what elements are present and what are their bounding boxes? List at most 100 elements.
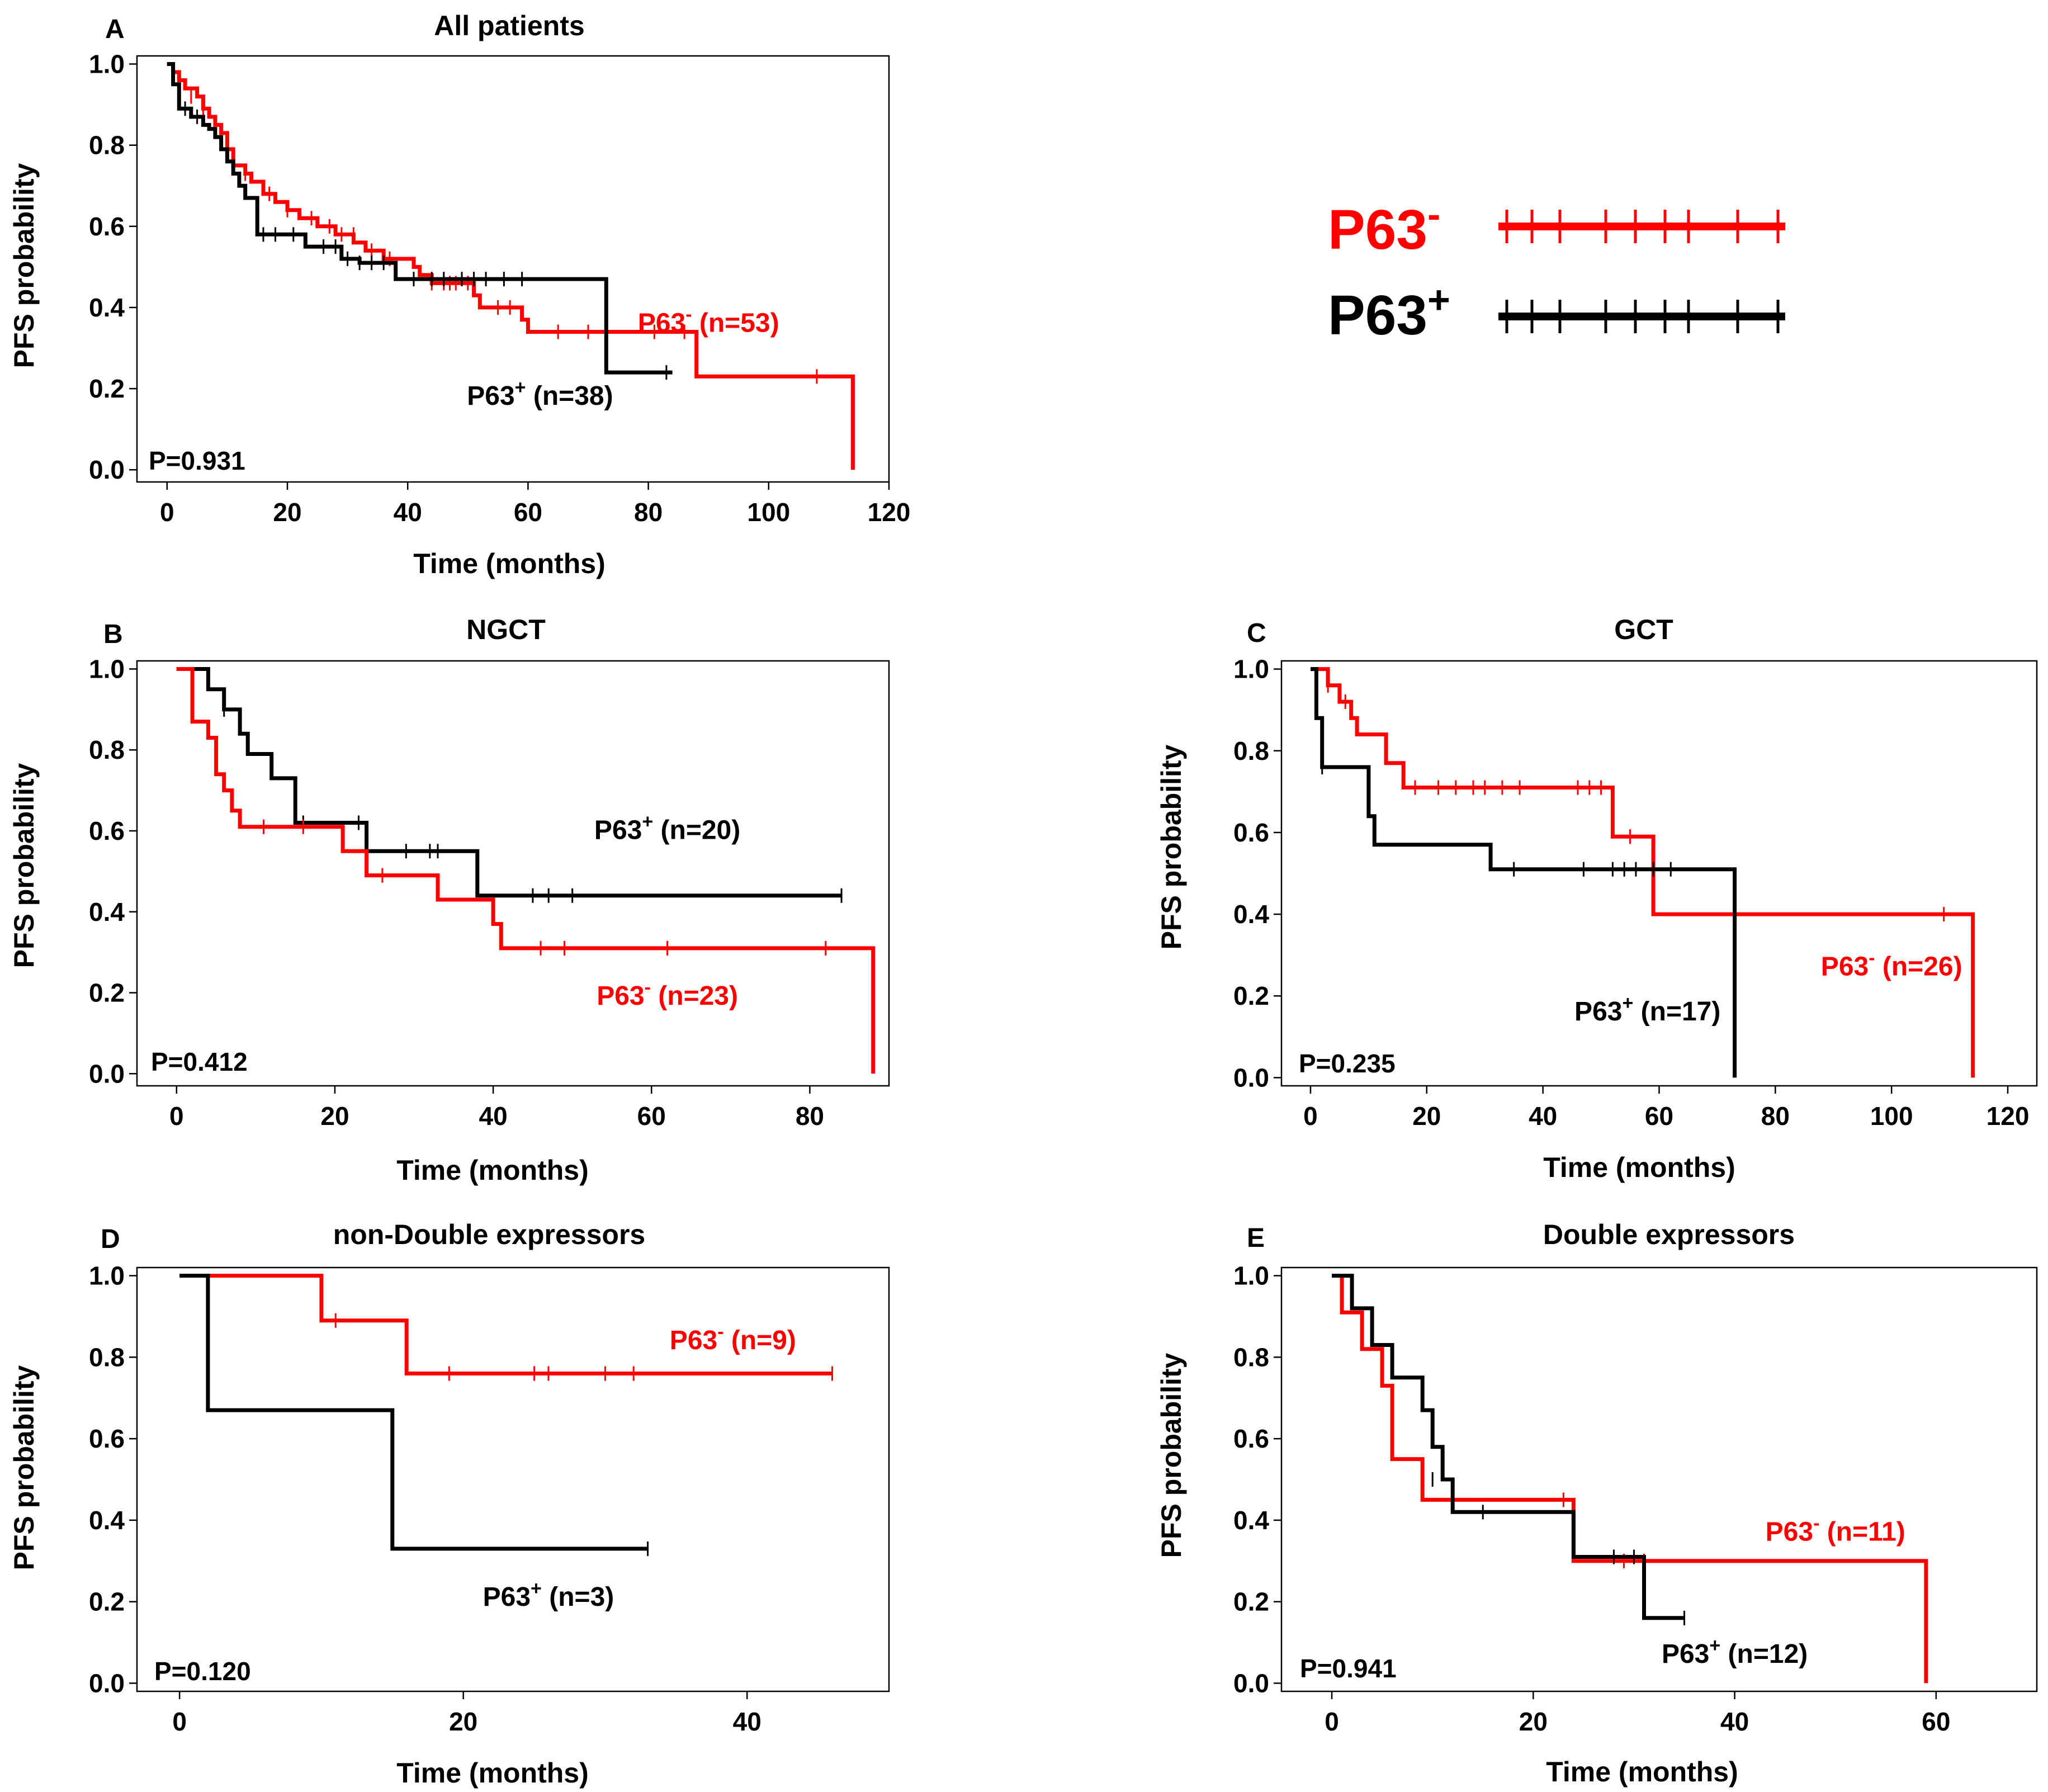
panel-a-xlabel: Time (months) (413, 548, 606, 579)
panel-e-p63-pos-label: P63+ (n=12) (1662, 1635, 1808, 1669)
panel-b-title: NGCT (466, 614, 546, 645)
panel-e-ytick-label: 0.2 (1233, 1587, 1269, 1616)
panel-c-ylabel: PFS probability (1156, 744, 1187, 949)
panel-c-xtick-label: 60 (1645, 1101, 1673, 1131)
legend-p63-pos-ticks (1505, 300, 1780, 333)
panel-a-ytick-label: 0.0 (89, 455, 125, 484)
series-label-n: (n=26) (1875, 952, 1962, 982)
legend: P63- P63+ (1328, 192, 1785, 347)
panel-b-xtick-label: 40 (479, 1101, 508, 1131)
panel-a-xtick-label: 60 (514, 498, 542, 527)
series-label-sup: - (1869, 948, 1875, 969)
panel-d-ytick-label: 0.2 (89, 1587, 125, 1616)
panel-e-frame (1280, 1266, 2038, 1692)
series-label-n: (n=38) (526, 381, 613, 411)
legend-p63-pos-label: P63+ (1328, 278, 1450, 347)
series-label-base: P63 (1766, 1517, 1813, 1547)
series-label-sup: + (1622, 992, 1633, 1014)
panel-b-letter: B (103, 620, 123, 649)
panel-c-ytick-label: 0.2 (1233, 981, 1269, 1010)
series-label-base: P63 (670, 1326, 717, 1355)
panel-e-p63-neg-label: P63- (n=11) (1766, 1512, 1905, 1547)
series-label-base: P63 (638, 308, 685, 338)
series-label-n: (n=9) (724, 1326, 796, 1355)
panel-b-xtick-label: 80 (796, 1101, 824, 1131)
panel-c-title: GCT (1614, 614, 1673, 645)
panel-d-xlabel: Time (months) (396, 1757, 589, 1789)
series-label-n: (n=23) (651, 981, 738, 1011)
panel-a-ytick-label: 1.0 (89, 50, 125, 79)
panel-b-ylabel: PFS probability (8, 763, 40, 968)
panel-e-ylabel: PFS probability (1156, 1353, 1187, 1558)
panel-d-ytick-label: 1.0 (89, 1261, 125, 1290)
panel-e: E Double expressors P=0.941 Time (months… (1156, 1219, 1795, 1788)
panel-b-p63-pos-label: P63+ (n=20) (594, 811, 740, 845)
panel-b-ytick-label: 1.0 (89, 654, 125, 683)
panel-e-ytick-label: 1.0 (1233, 1261, 1269, 1290)
panel-d-p63-neg-label: P63- (n=9) (670, 1321, 796, 1355)
legend-p63-pos-base: P63 (1328, 284, 1427, 347)
panel-b-frame (136, 660, 890, 1087)
panel-b-xtick-label: 20 (320, 1101, 349, 1131)
panel-d-p63-pos-curve (179, 1274, 648, 1551)
panel-b-xtick-label: 0 (169, 1101, 184, 1131)
panel-d-p63-neg-curve (207, 1274, 833, 1375)
panel-a-xtick-label: 120 (868, 498, 911, 527)
panel-e-ytick-label: 0.0 (1233, 1668, 1269, 1698)
panel-a-p63-neg-curve (167, 62, 855, 470)
series-label-sup: - (717, 1321, 723, 1342)
panel-d-pvalue: P=0.120 (154, 1657, 251, 1686)
legend-p63-neg-base: P63 (1328, 198, 1427, 261)
panel-d-xtick-label: 40 (733, 1707, 762, 1736)
legend-p63-neg-sup: - (1427, 192, 1440, 236)
series-label-base: P63 (483, 1582, 531, 1612)
panel-a-ytick-label: 0.6 (89, 212, 125, 241)
panel-c-xtick-label: 120 (1986, 1101, 2030, 1131)
panel-a-pvalue: P=0.931 (149, 446, 245, 475)
panel-d-p63-pos-label: P63+ (n=3) (483, 1578, 614, 1612)
panel-e-ytick-label: 0.8 (1233, 1342, 1269, 1372)
series-label-sup: + (642, 811, 653, 832)
series-label-base: P63 (597, 981, 644, 1011)
panel-c: C GCT P=0.235 Time (months) PFS probabil… (1156, 614, 1735, 1183)
legend-p63-pos-sup: + (1427, 278, 1450, 321)
panel-d-xtick-label: 20 (449, 1707, 477, 1736)
panel-b-ytick-label: 0.8 (89, 735, 125, 764)
panel-c-xtick-label: 0 (1303, 1101, 1318, 1131)
panel-d-letter: D (101, 1224, 120, 1254)
legend-p63-neg-label: P63- (1328, 192, 1440, 261)
series-label-sup: - (685, 304, 692, 325)
series-label-base: P63 (1662, 1639, 1709, 1669)
panel-c-xtick-label: 40 (1529, 1101, 1557, 1131)
panel-c-p63-neg-curve (1311, 667, 1975, 1078)
series-label-sup: - (1813, 1512, 1819, 1534)
panel-a-ylabel: PFS probability (8, 163, 40, 368)
legend-p63-neg-ticks (1505, 210, 1780, 243)
panel-d-frame (136, 1266, 890, 1692)
panel-e-p63-pos-curve (1332, 1274, 1685, 1620)
series-label-sup: + (531, 1578, 542, 1599)
panel-e-title: Double expressors (1543, 1219, 1795, 1250)
panel-e-xtick-label: 60 (1922, 1707, 1950, 1736)
panel-c-ytick-label: 0.6 (1233, 818, 1269, 847)
panel-b-xlabel: Time (months) (396, 1155, 589, 1186)
series-label-base: P63 (1821, 952, 1869, 982)
panel-d-xtick-label: 0 (172, 1707, 187, 1736)
panel-e-xtick-label: 0 (1325, 1707, 1339, 1736)
panel-c-xtick-label: 80 (1761, 1101, 1790, 1131)
panel-a-letter: A (105, 15, 125, 44)
series-label-n: (n=20) (653, 815, 740, 845)
panel-a: A All patients P=0.931 Time (months) PFS… (8, 10, 606, 579)
panel-c-xlabel: Time (months) (1543, 1152, 1735, 1183)
panel-a-xtick-label: 100 (747, 498, 790, 527)
series-label-n: (n=12) (1720, 1639, 1808, 1669)
panel-e-xtick-label: 20 (1519, 1707, 1548, 1736)
series-label-n: (n=11) (1819, 1517, 1905, 1547)
panel-e-ytick-label: 0.6 (1233, 1424, 1269, 1453)
panel-a-ytick-label: 0.2 (89, 374, 125, 403)
